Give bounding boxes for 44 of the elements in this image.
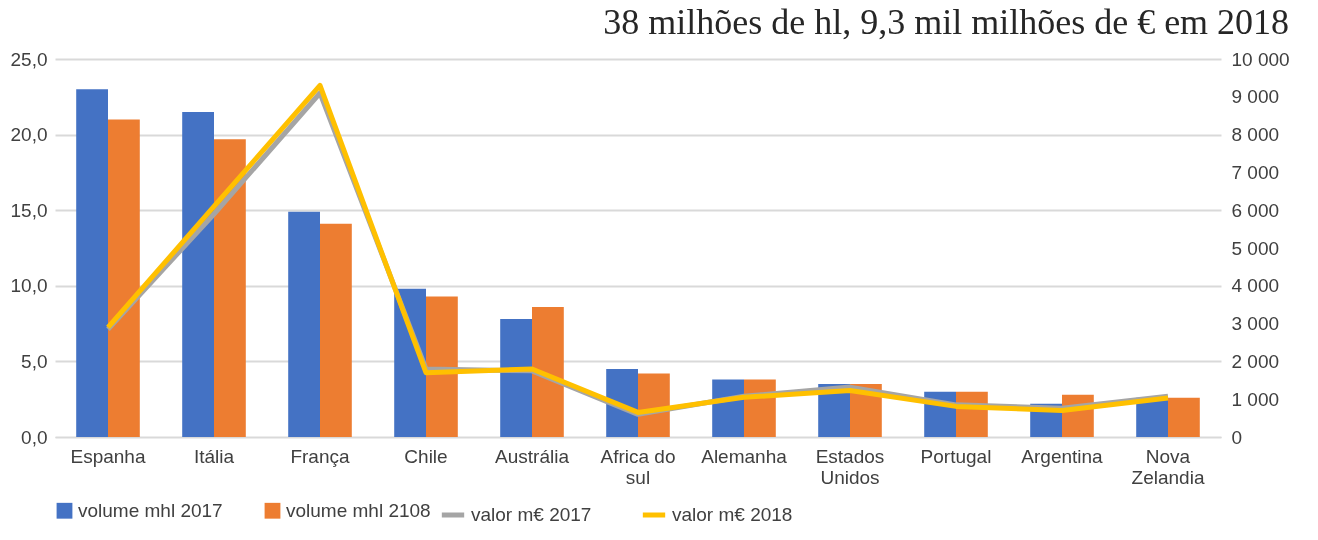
y2-tick-label: 5 000 <box>1231 237 1280 259</box>
y-tick-label: 10,0 <box>10 275 48 297</box>
x-tick-label: Argentina <box>1021 445 1104 467</box>
y-tick-label: 15,0 <box>10 199 48 221</box>
x-tick-label: França <box>290 445 350 467</box>
bar <box>76 89 108 437</box>
y2-tick-label: 8 000 <box>1231 124 1280 146</box>
y-tick-label: 20,0 <box>10 124 48 146</box>
legend-label: volume mhl 2017 <box>78 499 223 521</box>
legend-label: volume mhl 2108 <box>286 499 431 521</box>
bar <box>500 319 532 437</box>
x-tick-label: Itália <box>193 445 235 467</box>
x-tick-label: Chile <box>404 445 448 467</box>
legend-label: valor m€ 2018 <box>672 504 793 525</box>
x-tick-label: Austrália <box>495 445 570 467</box>
x-tick-label: Portugal <box>920 445 992 467</box>
y2-tick-label: 3 000 <box>1231 313 1280 335</box>
y2-tick-label: 10 000 <box>1231 48 1290 70</box>
bar <box>426 296 458 437</box>
bar <box>1168 397 1200 437</box>
bar <box>532 306 564 437</box>
y-tick-label: 25,0 <box>10 48 48 70</box>
y-tick-label: 0,0 <box>21 426 48 448</box>
y2-tick-label: 7 000 <box>1231 161 1280 183</box>
y-tick-label: 5,0 <box>21 350 48 372</box>
x-tick-label: Nova Zelandia <box>1131 445 1205 488</box>
bar <box>214 139 246 437</box>
y2-tick-label: 0 <box>1231 426 1243 448</box>
y2-tick-label: 6 000 <box>1231 199 1280 221</box>
y2-tick-label: 4 000 <box>1231 275 1280 297</box>
y2-tick-label: 2 000 <box>1231 350 1280 372</box>
x-tick-label: Espanha <box>70 445 146 467</box>
x-tick-label: Alemanha <box>701 445 788 467</box>
chart-title: 38 milhões de hl, 9,3 mil milhões de € em 2018 <box>603 2 1290 42</box>
x-tick-label: Estados Unidos <box>815 445 885 488</box>
x-tick-label: Africa do sul <box>600 445 676 488</box>
bar <box>320 223 352 437</box>
bar <box>108 119 140 437</box>
bar <box>182 111 214 437</box>
legend-label: valor m€ 2017 <box>471 504 592 525</box>
bar <box>712 379 744 437</box>
bar <box>288 211 320 437</box>
y2-tick-label: 9 000 <box>1231 86 1280 108</box>
y2-tick-label: 1 000 <box>1231 388 1280 410</box>
